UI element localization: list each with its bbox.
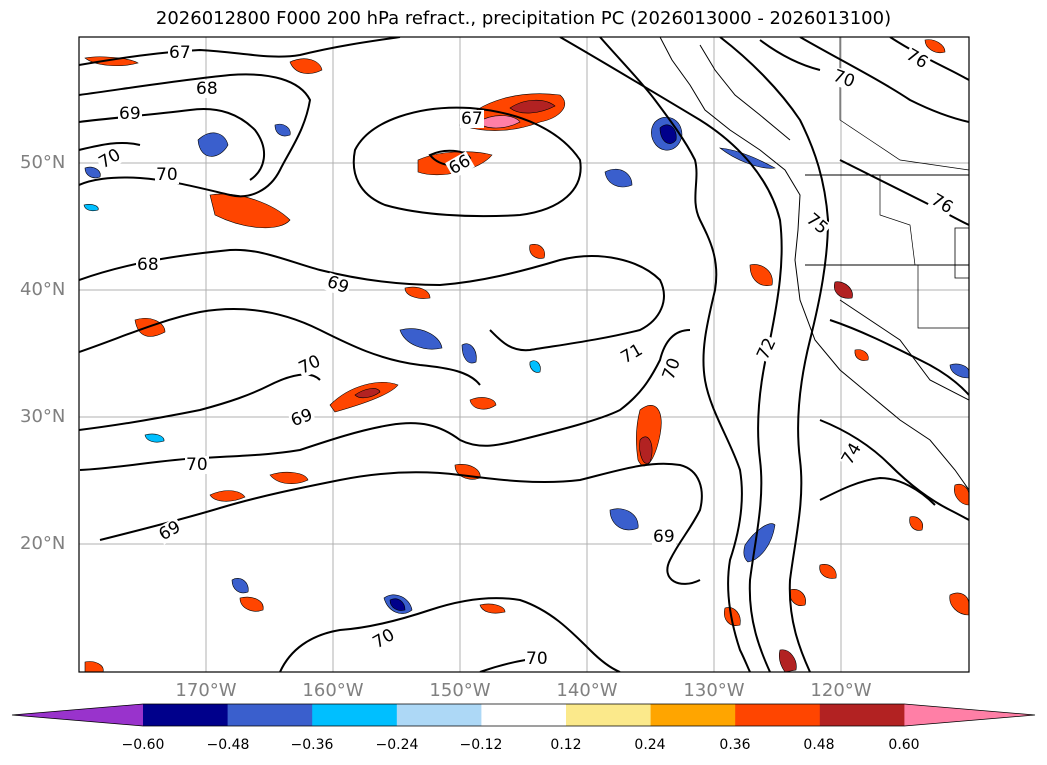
lat-label-30n: 30°N: [20, 406, 66, 427]
colorbar-extend-low: [12, 704, 143, 726]
colorbar-tick-label: −0.24: [375, 737, 419, 753]
refractivity-contours: [79, 37, 969, 672]
lon-label-140w: 140°W: [556, 680, 618, 701]
lon-label-160w: 160°W: [302, 680, 364, 701]
contour-label: 69: [652, 527, 676, 547]
contour-label: 68: [136, 255, 160, 275]
precip-blob: [743, 523, 776, 563]
precip-blob: [404, 286, 431, 299]
precip-blob: [834, 281, 853, 299]
contour-label: 69: [118, 104, 142, 124]
precip-blob: [231, 578, 249, 594]
precip-blob: [819, 564, 837, 579]
contour-label: 67: [460, 109, 484, 129]
colorbar-bin: [227, 704, 313, 726]
lon-label-150w: 150°W: [429, 680, 491, 701]
contour-label: 67: [168, 43, 192, 63]
precip-blob: [529, 244, 545, 259]
lon-label-120w: 120°W: [810, 680, 872, 701]
precip-blob: [954, 483, 969, 506]
colorbar-outline: [11, 703, 1036, 727]
precip-blob: [84, 166, 101, 179]
precip-blob: [509, 99, 556, 114]
precip-blob: [529, 360, 541, 373]
colorbar-tick-label: 0.24: [634, 737, 666, 753]
colorbar-tick-label: −0.36: [290, 737, 334, 753]
precip-blob: [469, 397, 497, 410]
precip-blob: [84, 56, 139, 67]
precip-blob: [269, 471, 309, 484]
precip-blob: [239, 596, 264, 612]
precip-blob: [197, 132, 229, 157]
colorbar-tick-label: −0.60: [121, 737, 165, 753]
precip-blob: [749, 264, 773, 286]
contour-label: 70: [185, 455, 209, 475]
colorbar-tick-label: −0.48: [206, 737, 250, 753]
lon-label-130w: 130°W: [683, 680, 745, 701]
colorbar-bin: [735, 704, 821, 726]
colorbar-bin: [566, 704, 652, 726]
contour-label: 68: [195, 79, 219, 99]
precip-blob: [477, 115, 521, 129]
precip-blob: [144, 433, 165, 443]
precip-blob: [609, 508, 639, 531]
colorbar-tick-label: 0.12: [550, 737, 582, 753]
precip-blob: [461, 343, 477, 364]
lon-label-170w: 170°W: [175, 680, 237, 701]
lat-label-20n: 20°N: [20, 533, 66, 554]
precip-blob: [399, 328, 443, 350]
precip-blob: [949, 363, 969, 379]
precip-blob: [639, 436, 653, 464]
colorbar: [11, 703, 1036, 727]
precip-blob: [604, 168, 633, 188]
precip-blob: [724, 607, 741, 626]
graticule: [79, 37, 969, 672]
precip-blob: [719, 147, 776, 169]
colorbar-tick-label: 0.36: [719, 737, 751, 753]
lat-label-50n: 50°N: [20, 152, 66, 173]
precip-blob: [389, 598, 406, 611]
precip-blob: [274, 123, 291, 137]
precip-blob: [354, 388, 381, 399]
lat-label-40n: 40°N: [20, 279, 66, 300]
map-border: [78, 36, 970, 673]
precip-blob: [209, 490, 246, 502]
colorbar-bin: [650, 704, 736, 726]
colorbar-tick-label: 0.60: [888, 737, 920, 753]
contour-label: 70: [525, 649, 549, 669]
precip-blob: [479, 603, 506, 614]
colorbar-bin: [481, 704, 567, 726]
precip-blob: [949, 592, 969, 616]
coastline: [659, 37, 969, 491]
colorbar-tick-label: −0.12: [459, 737, 503, 753]
contour-label: 70: [155, 165, 179, 185]
precip-blob: [854, 349, 869, 361]
colorbar-bin: [312, 704, 398, 726]
colorbar-bin: [819, 704, 905, 726]
precip-negative: [83, 116, 969, 614]
colorbar-bin: [143, 704, 229, 726]
precip-blob: [909, 516, 923, 531]
colorbar-tick-label: 0.48: [803, 737, 835, 753]
colorbar-extend-high: [904, 704, 1035, 726]
precip-blob: [778, 649, 797, 672]
precip-blob: [84, 661, 104, 672]
colorbar-bin: [396, 704, 482, 726]
precip-blob: [924, 39, 946, 53]
precip-blob: [289, 58, 323, 74]
precip-blob: [83, 204, 99, 212]
precip-blob: [659, 124, 677, 144]
plot-title: 2026012800 F000 200 hPa refract., precip…: [155, 8, 892, 29]
